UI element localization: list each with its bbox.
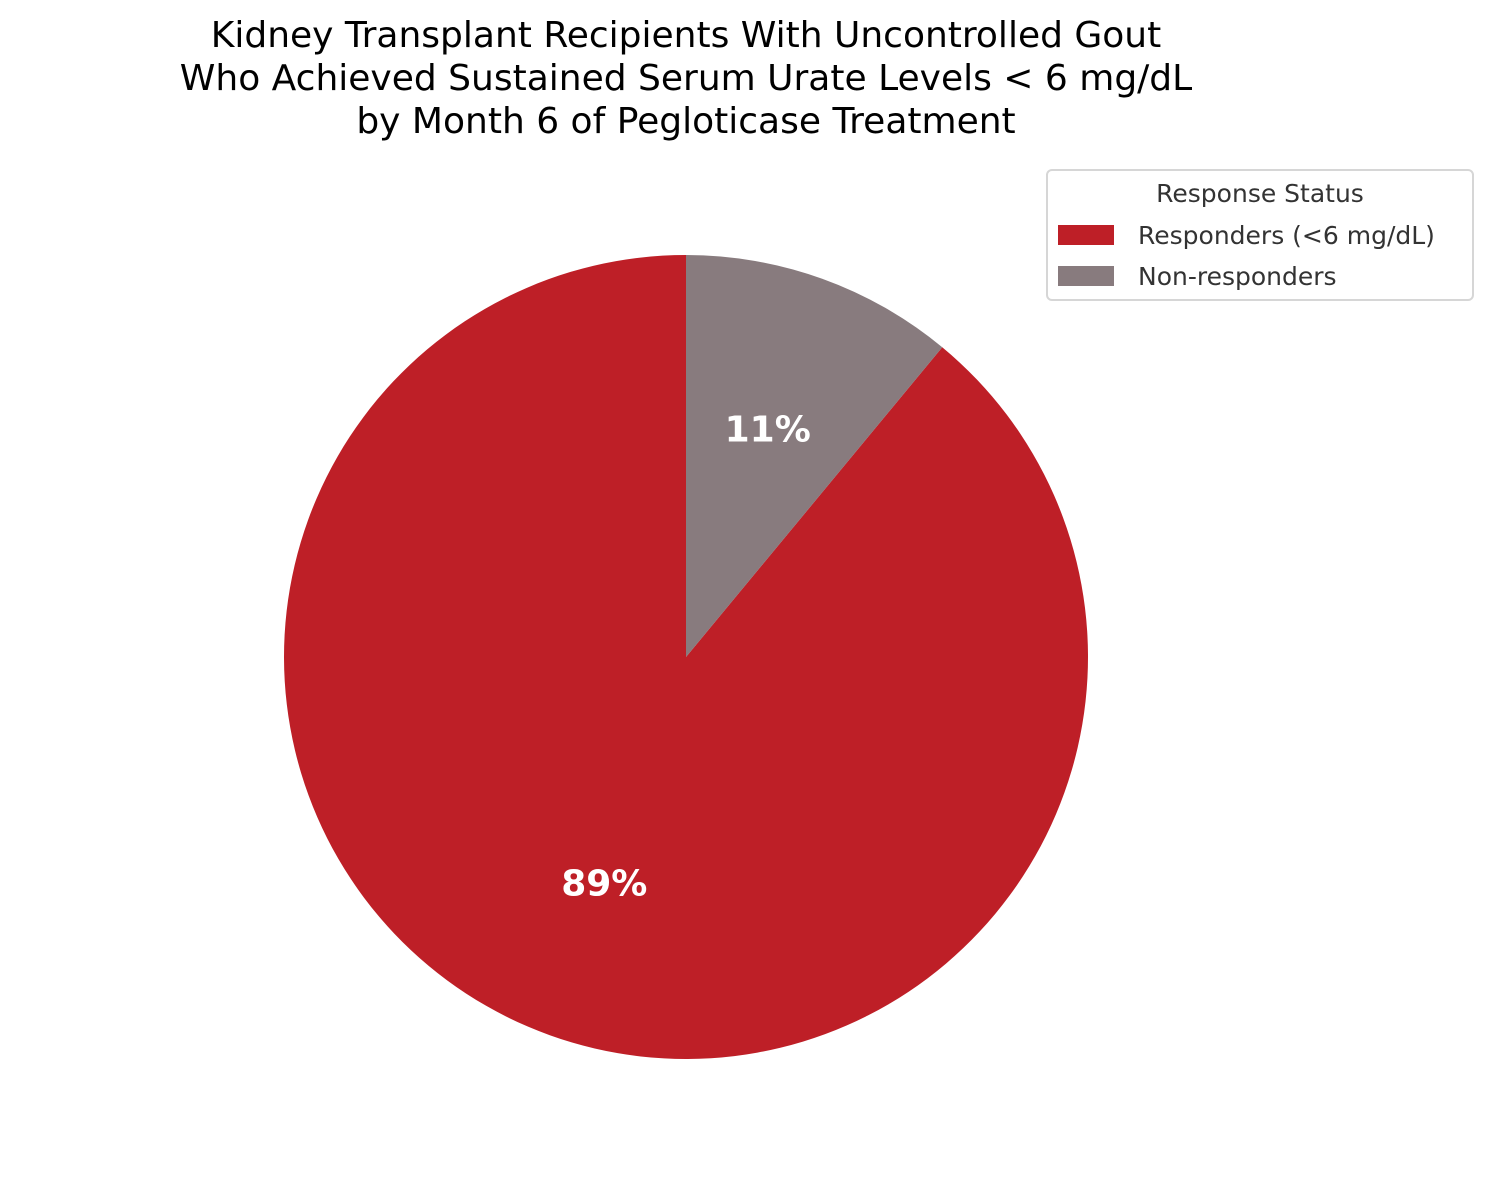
pie-label-non-responders: 11% (725, 410, 811, 451)
legend-item-responders: Responders (<6 mg/dL) (1058, 220, 1435, 250)
legend: Response Status Responders (<6 mg/dL) No… (1046, 169, 1474, 301)
chart-title-line-2: Who Achieved Sustained Serum Urate Level… (179, 58, 1193, 99)
chart-title-line-3: by Month 6 of Pegloticase Treatment (356, 101, 1016, 142)
legend-title: Response Status (1156, 179, 1364, 208)
pie-label-responders: 89% (561, 863, 647, 904)
legend-swatch-responders (1058, 225, 1114, 245)
legend-label-responders: Responders (<6 mg/dL) (1138, 220, 1435, 250)
chart-title: Kidney Transplant Recipients With Uncont… (0, 14, 1372, 143)
chart-title-line-1: Kidney Transplant Recipients With Uncont… (210, 15, 1162, 56)
legend-item-non-responders: Non-responders (1058, 261, 1337, 291)
legend-label-non-responders: Non-responders (1138, 261, 1337, 291)
pie-slice-non-responders (686, 255, 943, 657)
legend-swatch-non-responders (1058, 266, 1114, 286)
